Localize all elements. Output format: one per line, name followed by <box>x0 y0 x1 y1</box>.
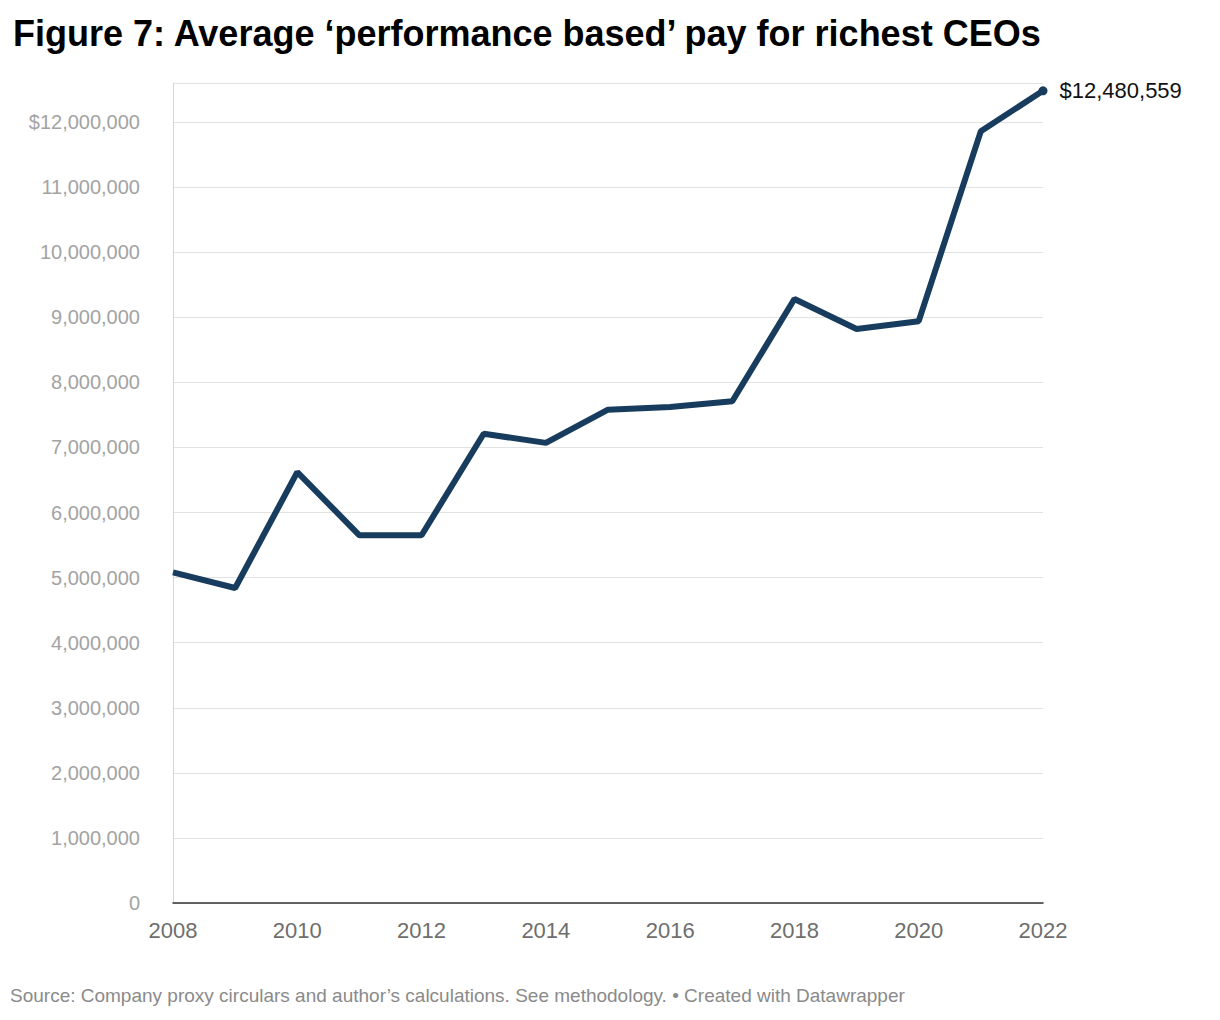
svg-text:5,000,000: 5,000,000 <box>51 567 140 589</box>
svg-text:11,000,000: 11,000,000 <box>41 176 140 198</box>
svg-text:0: 0 <box>129 892 140 914</box>
svg-text:2022: 2022 <box>1019 918 1068 943</box>
svg-text:2016: 2016 <box>646 918 695 943</box>
svg-text:$12,000,000: $12,000,000 <box>29 111 140 133</box>
svg-text:8,000,000: 8,000,000 <box>51 371 140 393</box>
svg-text:4,000,000: 4,000,000 <box>51 632 140 654</box>
svg-text:Source: Company proxy circular: Source: Company proxy circulars and auth… <box>10 985 906 1006</box>
svg-text:3,000,000: 3,000,000 <box>51 697 140 719</box>
svg-text:9,000,000: 9,000,000 <box>51 306 140 328</box>
svg-text:1,000,000: 1,000,000 <box>51 827 140 849</box>
svg-text:2008: 2008 <box>149 918 198 943</box>
svg-text:10,000,000: 10,000,000 <box>40 241 140 263</box>
svg-text:Figure 7: Average ‘performance: Figure 7: Average ‘performance based’ pa… <box>13 13 1041 54</box>
svg-text:2,000,000: 2,000,000 <box>51 762 140 784</box>
svg-text:2014: 2014 <box>521 918 570 943</box>
svg-text:2010: 2010 <box>273 918 322 943</box>
svg-text:$12,480,559: $12,480,559 <box>1060 78 1182 103</box>
svg-text:2018: 2018 <box>770 918 819 943</box>
svg-text:2020: 2020 <box>894 918 943 943</box>
svg-text:2012: 2012 <box>397 918 446 943</box>
svg-text:6,000,000: 6,000,000 <box>51 502 140 524</box>
svg-text:7,000,000: 7,000,000 <box>51 436 140 458</box>
